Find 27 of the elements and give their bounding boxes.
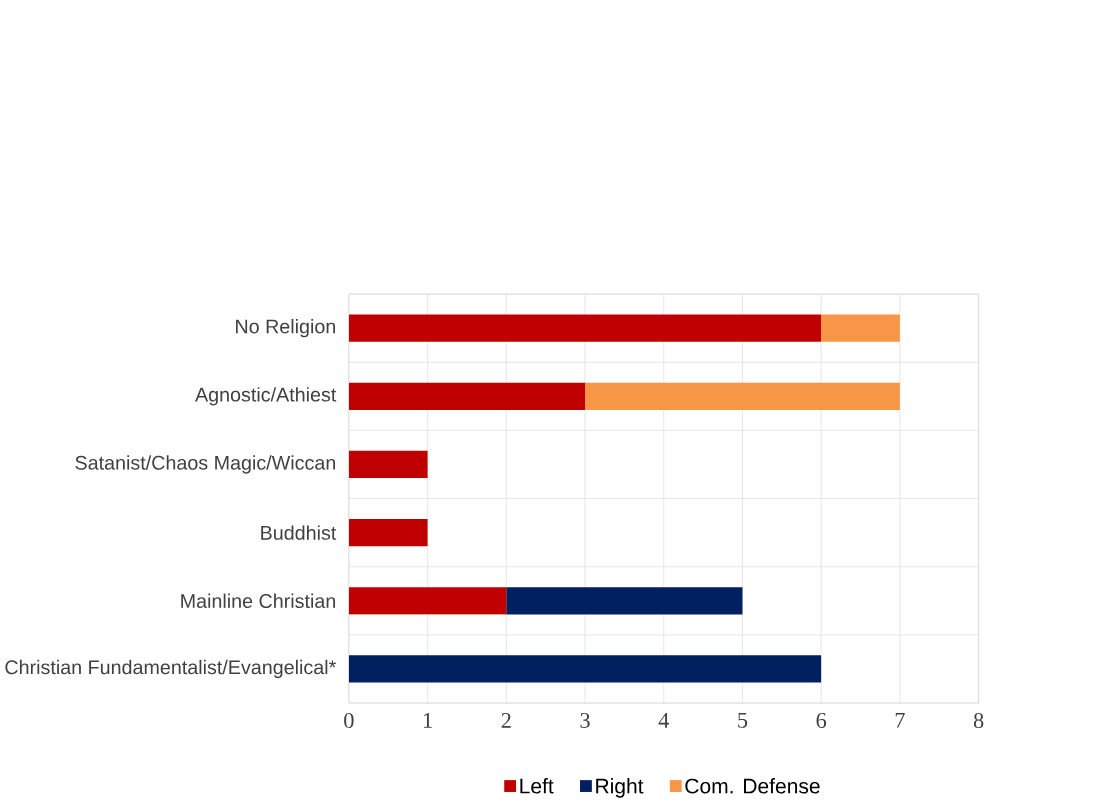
legend-label: Left	[520, 778, 554, 794]
bar	[348, 382, 586, 411]
bar	[585, 382, 900, 411]
legend-label: Right	[596, 778, 644, 798]
bar	[821, 314, 900, 342]
x-tick-label: 2	[501, 713, 511, 728]
x-tick-label: 5	[738, 713, 748, 729]
x-tick-label: 8	[973, 713, 984, 729]
x-tick-label: 6	[816, 713, 827, 729]
y-tick-label: Buddhist	[261, 525, 337, 541]
legend-label: Com. Defense	[685, 778, 820, 794]
x-tick-label: 0	[344, 713, 354, 729]
bar	[506, 587, 743, 615]
bar	[348, 314, 822, 342]
y-tick-label: No Religion	[236, 319, 336, 338]
y-tick-label: Satanist/Chaos Magic/Wiccan	[75, 455, 336, 474]
y-tick-label: Agnostic/Athiest	[195, 387, 337, 406]
y-tick-label: Christian Fundamentalist/Evangelical*	[5, 660, 336, 679]
x-tick-label: 7	[895, 713, 905, 728]
bar	[348, 587, 507, 615]
x-tick-label: 4	[658, 713, 669, 728]
x-tick-label: 1	[423, 713, 432, 728]
x-tick-label: 3	[580, 713, 590, 729]
bar	[348, 519, 428, 547]
bar	[348, 655, 822, 683]
bar	[348, 451, 428, 479]
y-tick-label: Mainline Christian	[181, 593, 336, 609]
